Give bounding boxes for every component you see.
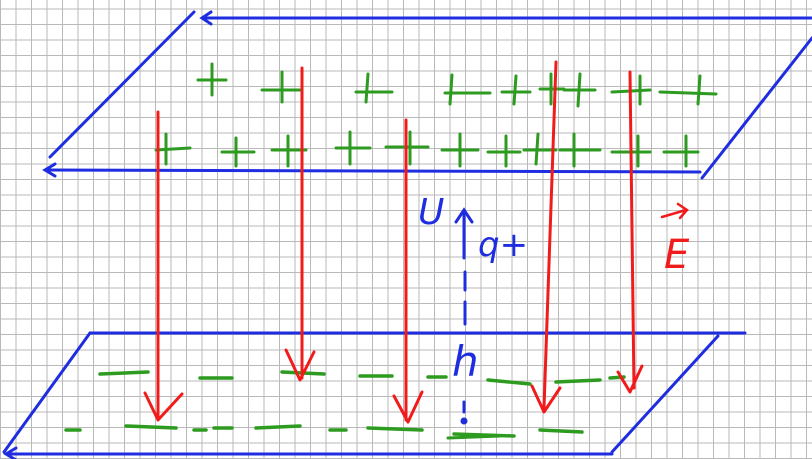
positive-charges — [154, 62, 718, 168]
bottom-plate — [2, 331, 747, 459]
field-line — [616, 70, 644, 394]
field-line — [392, 118, 424, 424]
positive-charge — [522, 132, 558, 166]
negative-charge — [366, 426, 424, 432]
positive-charge — [354, 72, 394, 104]
negative-charge — [254, 424, 302, 430]
positive-charge — [538, 72, 566, 106]
negative-charge — [486, 378, 532, 386]
negative-charge — [554, 378, 602, 384]
positive-charge — [562, 72, 597, 108]
top-plate-front-edge-arrow — [42, 162, 57, 178]
positive-charge — [486, 134, 522, 168]
bottom-plate-front-edge-arrow — [3, 446, 18, 459]
positive-charge — [443, 73, 492, 106]
height-arrow-head — [454, 207, 474, 224]
field-lines — [143, 60, 644, 424]
positive-charge — [260, 70, 302, 104]
height-label: h — [452, 337, 479, 386]
voltage-label: U — [418, 192, 444, 233]
positive-charge — [500, 74, 532, 106]
positive-charge — [270, 134, 308, 168]
field-label: E — [664, 232, 690, 278]
charge-label: q+ — [478, 225, 528, 265]
field-vector-arrow-icon — [660, 202, 689, 220]
bottom-plate-left-edge — [2, 331, 92, 454]
positive-charge — [662, 134, 700, 168]
height-line-dot — [460, 417, 468, 425]
positive-charge — [558, 132, 602, 168]
negative-charge — [124, 424, 178, 430]
positive-charge — [334, 130, 372, 166]
positive-charge — [154, 132, 192, 166]
negative-charge — [452, 432, 516, 438]
negative-charge — [98, 370, 150, 376]
positive-charge — [440, 132, 480, 168]
height-marker — [446, 207, 502, 440]
top-plate-front-edge — [45, 168, 702, 174]
positive-charge — [658, 74, 718, 106]
field-line — [530, 60, 562, 414]
field-line — [284, 66, 316, 382]
top-plate-right-edge — [700, 36, 812, 180]
top-plate-left-edge — [48, 10, 196, 159]
top-plate — [42, 10, 812, 180]
bottom-plate-right-edge — [610, 334, 720, 454]
height-baseline — [446, 434, 502, 440]
negative-charge — [538, 428, 584, 434]
field-line — [143, 110, 184, 422]
top-plate-back-edge-arrow — [199, 10, 213, 26]
positive-charge — [196, 62, 228, 97]
positive-charge — [220, 136, 256, 168]
